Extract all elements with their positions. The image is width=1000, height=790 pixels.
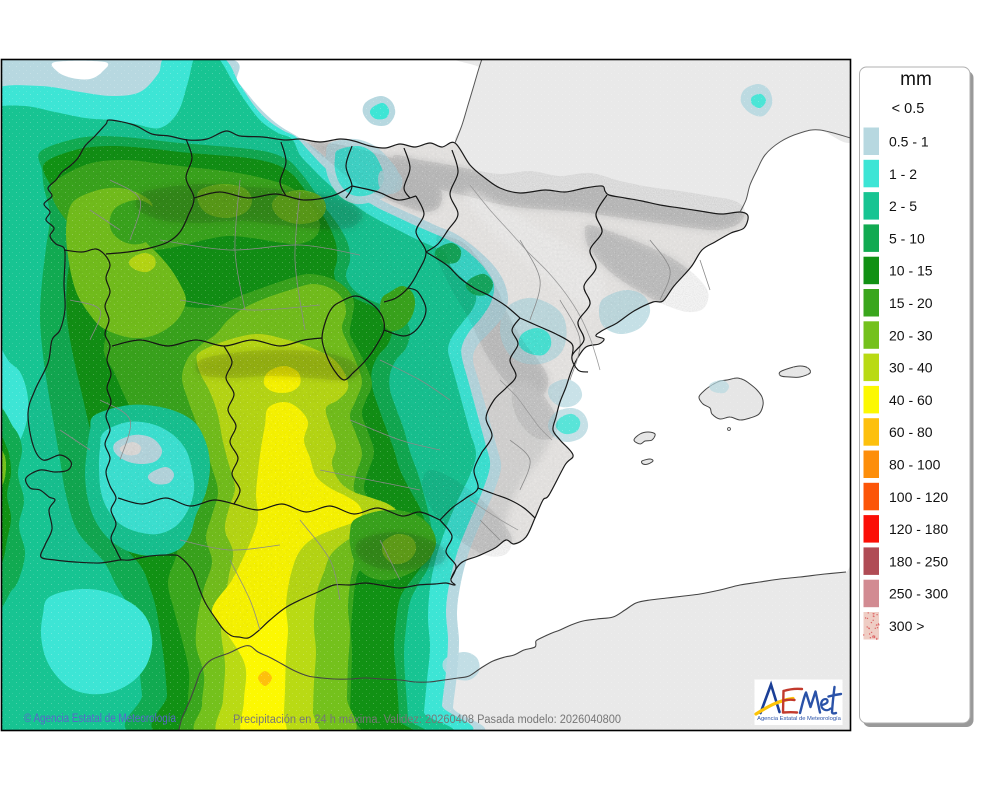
svg-text:120 - 180: 120 - 180 (889, 521, 948, 537)
svg-text:2 - 5: 2 - 5 (889, 198, 917, 214)
svg-text:80 - 100: 80 - 100 (889, 457, 941, 473)
svg-text:250 - 300: 250 - 300 (889, 586, 948, 602)
svg-text:20 - 30: 20 - 30 (889, 327, 933, 343)
svg-text:1 - 2: 1 - 2 (889, 166, 917, 182)
svg-text:Precipitación en 24 h máxima.: Precipitación en 24 h máxima. Validez: 2… (233, 714, 621, 726)
svg-text:300 >: 300 > (889, 618, 924, 634)
svg-text:© Agencia Estatal de Meteorolo: © Agencia Estatal de Meteorología (24, 713, 177, 725)
svg-text:60 - 80: 60 - 80 (889, 424, 933, 440)
svg-text:40 - 60: 40 - 60 (889, 392, 933, 408)
svg-text:10 - 15: 10 - 15 (889, 263, 933, 279)
svg-text:30 - 40: 30 - 40 (889, 360, 933, 376)
svg-text:mm: mm (900, 69, 932, 90)
svg-text:180 - 250: 180 - 250 (889, 553, 948, 569)
svg-text:0.5 - 1: 0.5 - 1 (889, 134, 929, 150)
svg-text:5 - 10: 5 - 10 (889, 230, 925, 246)
svg-text:100 - 120: 100 - 120 (889, 489, 948, 505)
svg-text:Agencia Estatal de Meteorologí: Agencia Estatal de Meteorología (757, 716, 842, 722)
svg-text:15 - 20: 15 - 20 (889, 295, 933, 311)
svg-text:< 0.5: < 0.5 (892, 101, 925, 117)
